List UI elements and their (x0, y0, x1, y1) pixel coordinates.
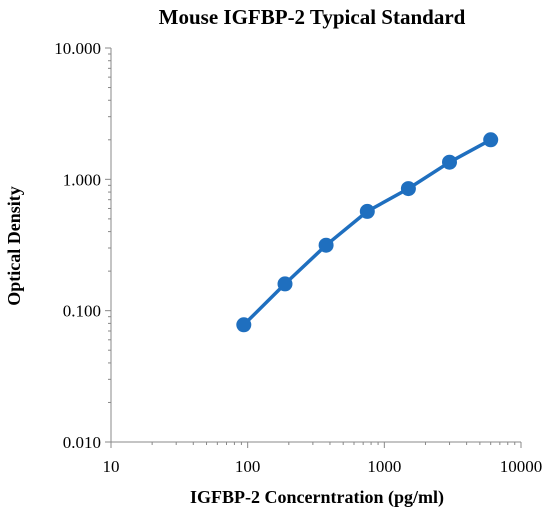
data-point (318, 237, 334, 253)
y-axis-title: Optical Density (4, 186, 24, 306)
x-tick-label: 100 (235, 457, 261, 476)
data-point (442, 154, 457, 170)
x-tick-label: 1000 (367, 457, 401, 476)
data-point (277, 276, 293, 292)
y-tick-label: 0.010 (63, 433, 101, 452)
ticks (105, 47, 522, 448)
data-point (359, 203, 375, 219)
x-axis-title: IGFBP-2 Concerntration (pg/ml) (190, 487, 444, 508)
chart-title: Mouse IGFBP-2 Typical Standard (159, 5, 466, 29)
y-tick-label: 0.100 (63, 302, 101, 321)
axes (110, 48, 521, 443)
data-points (236, 132, 499, 333)
x-tick-label: 10 (103, 457, 120, 476)
x-tick-label: 10000 (500, 457, 543, 476)
data-point (483, 132, 499, 148)
y-tick-label: 10.000 (54, 39, 101, 58)
y-tick-label: 1.000 (63, 170, 101, 189)
data-point (400, 181, 416, 197)
data-point (236, 317, 252, 333)
